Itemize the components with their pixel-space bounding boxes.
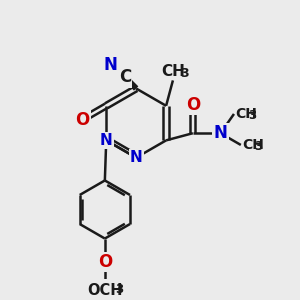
Text: CH: CH (161, 64, 185, 79)
Text: N: N (214, 124, 227, 142)
Text: N: N (130, 150, 142, 165)
Text: N: N (100, 133, 112, 148)
Text: O: O (75, 111, 89, 129)
Text: 3: 3 (116, 283, 124, 296)
Text: O: O (98, 253, 112, 271)
Text: C: C (119, 68, 131, 86)
Text: O: O (186, 96, 200, 114)
Text: 3: 3 (255, 140, 263, 153)
Text: 3: 3 (181, 67, 189, 80)
Text: CH: CH (235, 107, 257, 121)
Text: OCH: OCH (87, 283, 123, 298)
Text: CH: CH (242, 138, 264, 152)
Text: 3: 3 (248, 109, 256, 122)
Text: N: N (103, 56, 117, 74)
